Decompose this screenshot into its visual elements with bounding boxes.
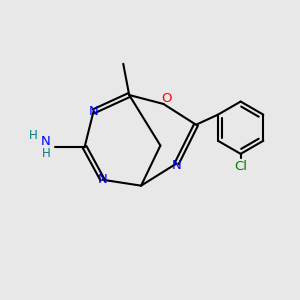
Text: N: N bbox=[98, 173, 107, 186]
Text: H: H bbox=[42, 147, 50, 160]
Text: N: N bbox=[41, 135, 51, 148]
Text: N: N bbox=[89, 105, 98, 118]
Text: Cl: Cl bbox=[234, 160, 247, 173]
Text: H: H bbox=[29, 129, 38, 142]
Text: O: O bbox=[162, 92, 172, 105]
Text: N: N bbox=[172, 159, 182, 172]
